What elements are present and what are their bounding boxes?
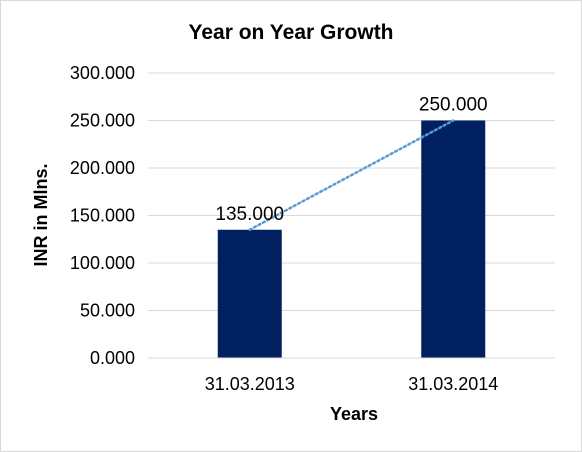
x-tick-label: 31.03.2014 [408, 374, 498, 394]
data-label: 135.000 [215, 204, 284, 225]
x-axis-ticks: 31.03.2013 31.03.2014 [205, 374, 499, 394]
y-tick-label: 300.000 [70, 63, 135, 83]
chart-title: Year on Year Growth [188, 21, 393, 44]
bars [217, 120, 486, 358]
y-tick-label: 150.000 [70, 206, 135, 226]
trendline [248, 119, 455, 231]
trendline-layer [248, 119, 455, 231]
y-tick-label: 0.000 [90, 348, 135, 368]
y-tick-label: 200.000 [70, 158, 135, 178]
bar-31-03-2014 [421, 120, 486, 358]
y-tick-label: 100.000 [70, 253, 135, 273]
y-tick-label: 50.000 [80, 301, 135, 321]
data-labels: 135.000 250.000 [215, 95, 487, 225]
x-tick-label: 31.03.2013 [205, 374, 295, 394]
x-axis-title: Years [330, 404, 378, 424]
data-label: 250.000 [419, 95, 488, 116]
y-axis-title: INR in Mlns. [31, 164, 51, 267]
gridlines [148, 72, 555, 311]
y-tick-label: 250.000 [70, 111, 135, 131]
bar-31-03-2013 [217, 229, 282, 358]
y-axis-ticks: 0.000 50.000 100.000 150.000 200.000 250.000 3… [70, 63, 135, 368]
